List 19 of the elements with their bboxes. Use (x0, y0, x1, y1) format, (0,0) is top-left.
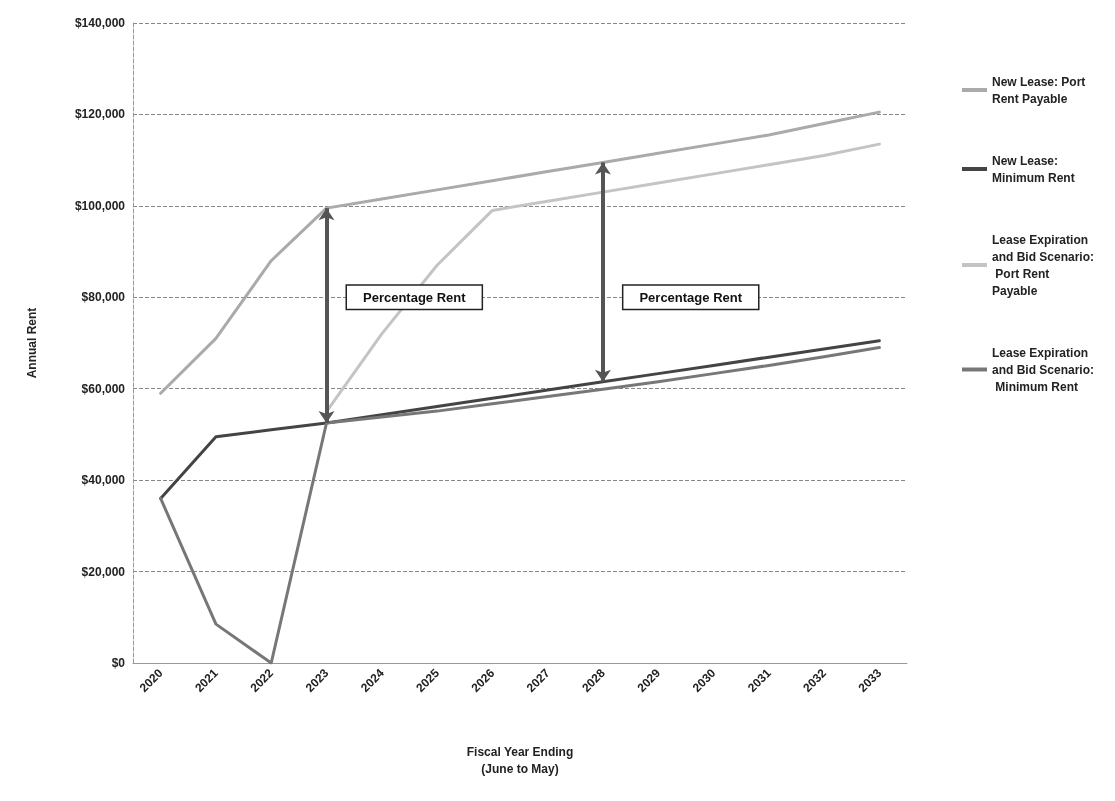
legend-label: Lease Expiration and Bid Scenario: Port Rent Payable (992, 232, 1095, 298)
legend-label: Lease Expiration and Bid Scenario: Minimum Rent (992, 345, 1095, 394)
x-axis-title: Fiscal Year Ending (June to May) (466, 744, 574, 776)
y-tick-label: $0 (111, 656, 126, 670)
legend-label: New Lease: Minimum Rent (992, 153, 1075, 185)
line-series (159, 110, 881, 395)
line-series (159, 339, 881, 500)
y-tick-label: $80,000 (81, 290, 126, 305)
y-tick-label: $140,000 (74, 16, 126, 30)
y-tick-label: $100,000 (74, 198, 126, 213)
legend-label: New Lease: Port Rent Payable (992, 74, 1089, 106)
y-tick-label: $20,000 (81, 564, 126, 579)
annotation: Percentage Rent (639, 289, 743, 305)
y-tick-label: $40,000 (81, 473, 126, 488)
y-tick-label: $60,000 (81, 381, 126, 396)
line-series (159, 346, 881, 665)
annotation: Percentage Rent (363, 289, 467, 305)
y-tick-label: $120,000 (74, 107, 126, 122)
y-axis-title: Annual Rent (25, 307, 39, 379)
